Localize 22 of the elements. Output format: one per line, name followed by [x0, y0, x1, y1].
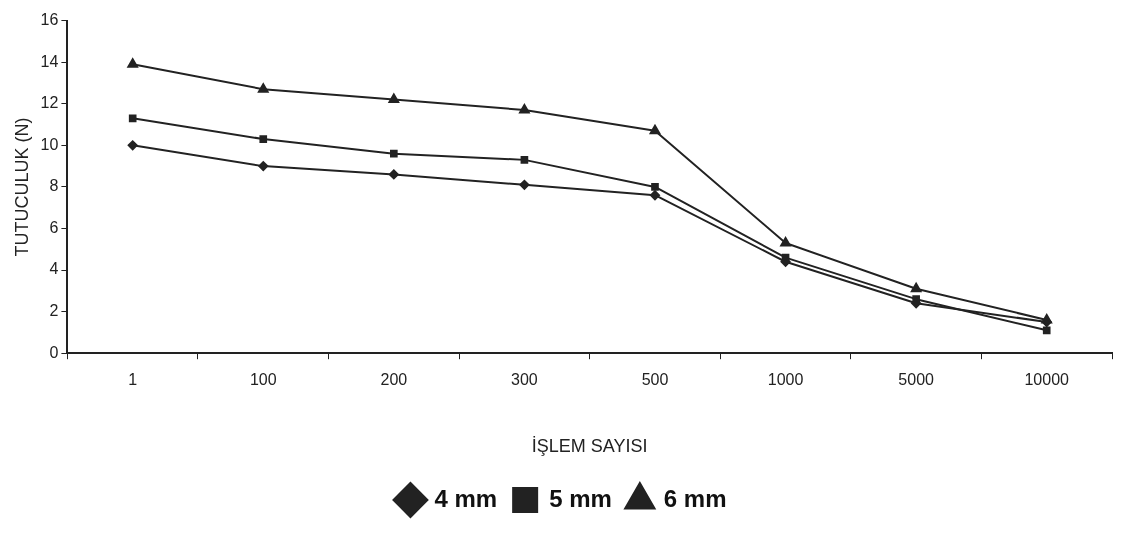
y-tick-label: 8 — [49, 177, 59, 195]
y-tick-label: 6 — [49, 218, 59, 236]
y-axis-title: TUTUCULUK (N) — [11, 117, 32, 257]
legend-label: 6 mm — [663, 484, 727, 512]
x-tick-label: 1 — [128, 371, 138, 389]
x-tick-label: 200 — [380, 371, 408, 389]
x-tick-label: 1000 — [767, 371, 804, 389]
x-tick-label: 5000 — [898, 371, 935, 389]
legend-label: 4 mm — [434, 484, 498, 512]
x-tick-label: 500 — [641, 371, 669, 389]
y-tick-label: 14 — [40, 52, 59, 70]
x-tick-label: 300 — [511, 371, 538, 389]
y-tick-label: 10 — [40, 135, 59, 153]
y-tick-label: 2 — [49, 302, 59, 320]
y-tick-label: 0 — [49, 343, 59, 361]
x-tick-label: 100 — [249, 371, 277, 389]
y-tick-label: 4 — [49, 260, 59, 278]
x-tick-label: 10000 — [1024, 371, 1070, 389]
y-tick-label: 16 — [40, 11, 59, 29]
x-axis-title: İŞLEM SAYISI — [531, 436, 648, 457]
legend-label: 5 mm — [549, 484, 612, 512]
y-tick-label: 12 — [40, 94, 59, 112]
